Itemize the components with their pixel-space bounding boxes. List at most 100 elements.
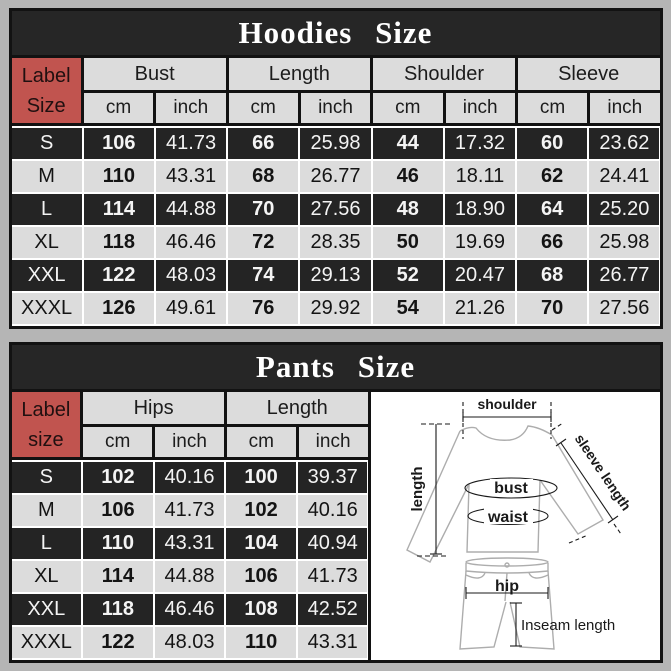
shorts-outline (458, 557, 555, 650)
diagram-label-shoulder: shoulder (477, 396, 537, 412)
table-row-xxl: XXL 122 48.03 74 29.13 52 20.47 68 26.77 (11, 260, 660, 291)
diagram-label-hip: hip (495, 578, 519, 595)
unit-header-cm: cm (373, 93, 443, 123)
value-cell: 26.77 (300, 161, 371, 192)
value-cell: 18.11 (444, 161, 516, 192)
value-cell: 40.16 (154, 462, 225, 493)
hoodies-title-bar: Hoodies Size (11, 11, 660, 55)
shirt-outline (405, 425, 604, 563)
value-cell: 40.94 (297, 528, 368, 559)
value-cell: 44 (372, 128, 443, 159)
hoodies-table-body: S 106 41.73 66 25.98 44 17.32 60 23.62 M… (11, 126, 660, 326)
pants-table-header: Label size Hips Length cm inch cm inch (11, 392, 368, 457)
value-cell: 104 (226, 528, 296, 559)
value-cell: 118 (83, 227, 154, 258)
column-header-bust: Bust (83, 58, 226, 90)
value-cell: 18.90 (444, 194, 516, 225)
value-cell: 114 (83, 194, 154, 225)
value-cell: 19.69 (444, 227, 516, 258)
value-cell: 66 (228, 128, 299, 159)
value-cell: 40.16 (297, 495, 368, 526)
value-cell: 29.13 (300, 260, 371, 291)
value-cell: 74 (228, 260, 299, 291)
size-cell: XXL (11, 594, 82, 625)
value-cell: 52 (372, 260, 443, 291)
value-cell: 41.73 (297, 561, 368, 592)
pants-label-size-cell: Label size (11, 392, 81, 457)
value-cell: 42.52 (297, 594, 368, 625)
diagram-label-inseam: Inseam length (521, 617, 615, 634)
shorts-measure-lines (464, 587, 549, 647)
bust-label-bg (489, 479, 533, 496)
size-cell: XXL (11, 260, 82, 291)
value-cell: 41.73 (154, 495, 225, 526)
table-row-s: S 102 40.16 100 39.37 (11, 462, 368, 493)
value-cell: 43.31 (155, 161, 227, 192)
size-cell: XXXL (11, 627, 82, 658)
column-header-hips: Hips (83, 392, 224, 424)
value-cell: 46.46 (155, 227, 227, 258)
unit-header-cm: cm (517, 93, 588, 123)
table-row-xl: XL 118 46.46 72 28.35 50 19.69 66 25.98 (11, 227, 660, 258)
value-cell: 26.77 (589, 260, 660, 291)
label-text: Label (21, 64, 71, 87)
value-cell: 25.20 (589, 194, 660, 225)
value-cell: 126 (83, 293, 154, 324)
value-cell: 66 (517, 227, 588, 258)
value-cell: 28.35 (300, 227, 371, 258)
value-cell: 46.46 (154, 594, 225, 625)
value-cell: 25.98 (589, 227, 660, 258)
size-cell: S (11, 128, 82, 159)
value-cell: 100 (226, 462, 296, 493)
table-row-s: S 106 41.73 66 25.98 44 17.32 60 23.62 (11, 128, 660, 159)
diagram-label-waist: waist (486, 509, 528, 526)
value-cell: 43.31 (297, 627, 368, 658)
size-text: size (28, 428, 64, 451)
value-cell: 27.56 (300, 194, 371, 225)
unit-header-inch: inch (156, 93, 226, 123)
table-row-xxxl: XXXL 126 49.61 76 29.92 54 21.26 70 27.5… (11, 293, 660, 324)
unit-header-inch: inch (155, 427, 224, 457)
value-cell: 43.31 (154, 528, 225, 559)
diagram-label-bust: bust (494, 480, 528, 497)
table-row-xxl: XXL 118 46.46 108 42.52 (11, 594, 368, 625)
value-cell: 50 (372, 227, 443, 258)
measurement-diagram: shoulder length bust waist sleeve length (370, 392, 660, 660)
hoodies-table-header: Label Size Bust Length Shoulder Sleeve c… (11, 58, 660, 123)
size-cell: M (11, 495, 82, 526)
value-cell: 106 (226, 561, 296, 592)
value-cell: 21.26 (444, 293, 516, 324)
garment-diagram-svg: shoulder length bust waist sleeve length (405, 396, 634, 650)
value-cell: 17.32 (444, 128, 516, 159)
value-cell: 49.61 (155, 293, 227, 324)
value-cell: 24.41 (589, 161, 660, 192)
value-cell: 114 (83, 561, 153, 592)
table-row-l: L 114 44.88 70 27.56 48 18.90 64 25.20 (11, 194, 660, 225)
value-cell: 62 (517, 161, 588, 192)
value-cell: 122 (83, 260, 154, 291)
size-text: Size (26, 94, 66, 117)
value-cell: 64 (517, 194, 588, 225)
value-cell: 76 (228, 293, 299, 324)
value-cell: 27.56 (589, 293, 660, 324)
size-cell: L (11, 528, 82, 559)
column-header-length: Length (228, 58, 371, 90)
unit-header-inch: inch (445, 93, 515, 123)
value-cell: 23.62 (589, 128, 660, 159)
table-row-xxxl: XXXL 122 48.03 110 43.31 (11, 627, 368, 658)
value-cell: 39.37 (297, 462, 368, 493)
size-cell: XL (11, 561, 82, 592)
size-cell: L (11, 194, 82, 225)
pants-table-body: S 102 40.16 100 39.37 M 106 41.73 102 40… (11, 460, 368, 660)
value-cell: 54 (372, 293, 443, 324)
value-cell: 106 (83, 495, 153, 526)
hoodies-size-table: Hoodies Size Label Size Bust Length Shou… (8, 8, 663, 329)
column-header-sleeve: Sleeve (517, 58, 660, 90)
unit-header-cm: cm (226, 427, 296, 457)
table-row-xl: XL 114 44.88 106 41.73 (11, 561, 368, 592)
unit-header-inch: inch (300, 93, 371, 123)
value-cell: 41.73 (155, 128, 227, 159)
value-cell: 122 (83, 627, 153, 658)
value-cell: 20.47 (444, 260, 516, 291)
value-cell: 48.03 (154, 627, 225, 658)
